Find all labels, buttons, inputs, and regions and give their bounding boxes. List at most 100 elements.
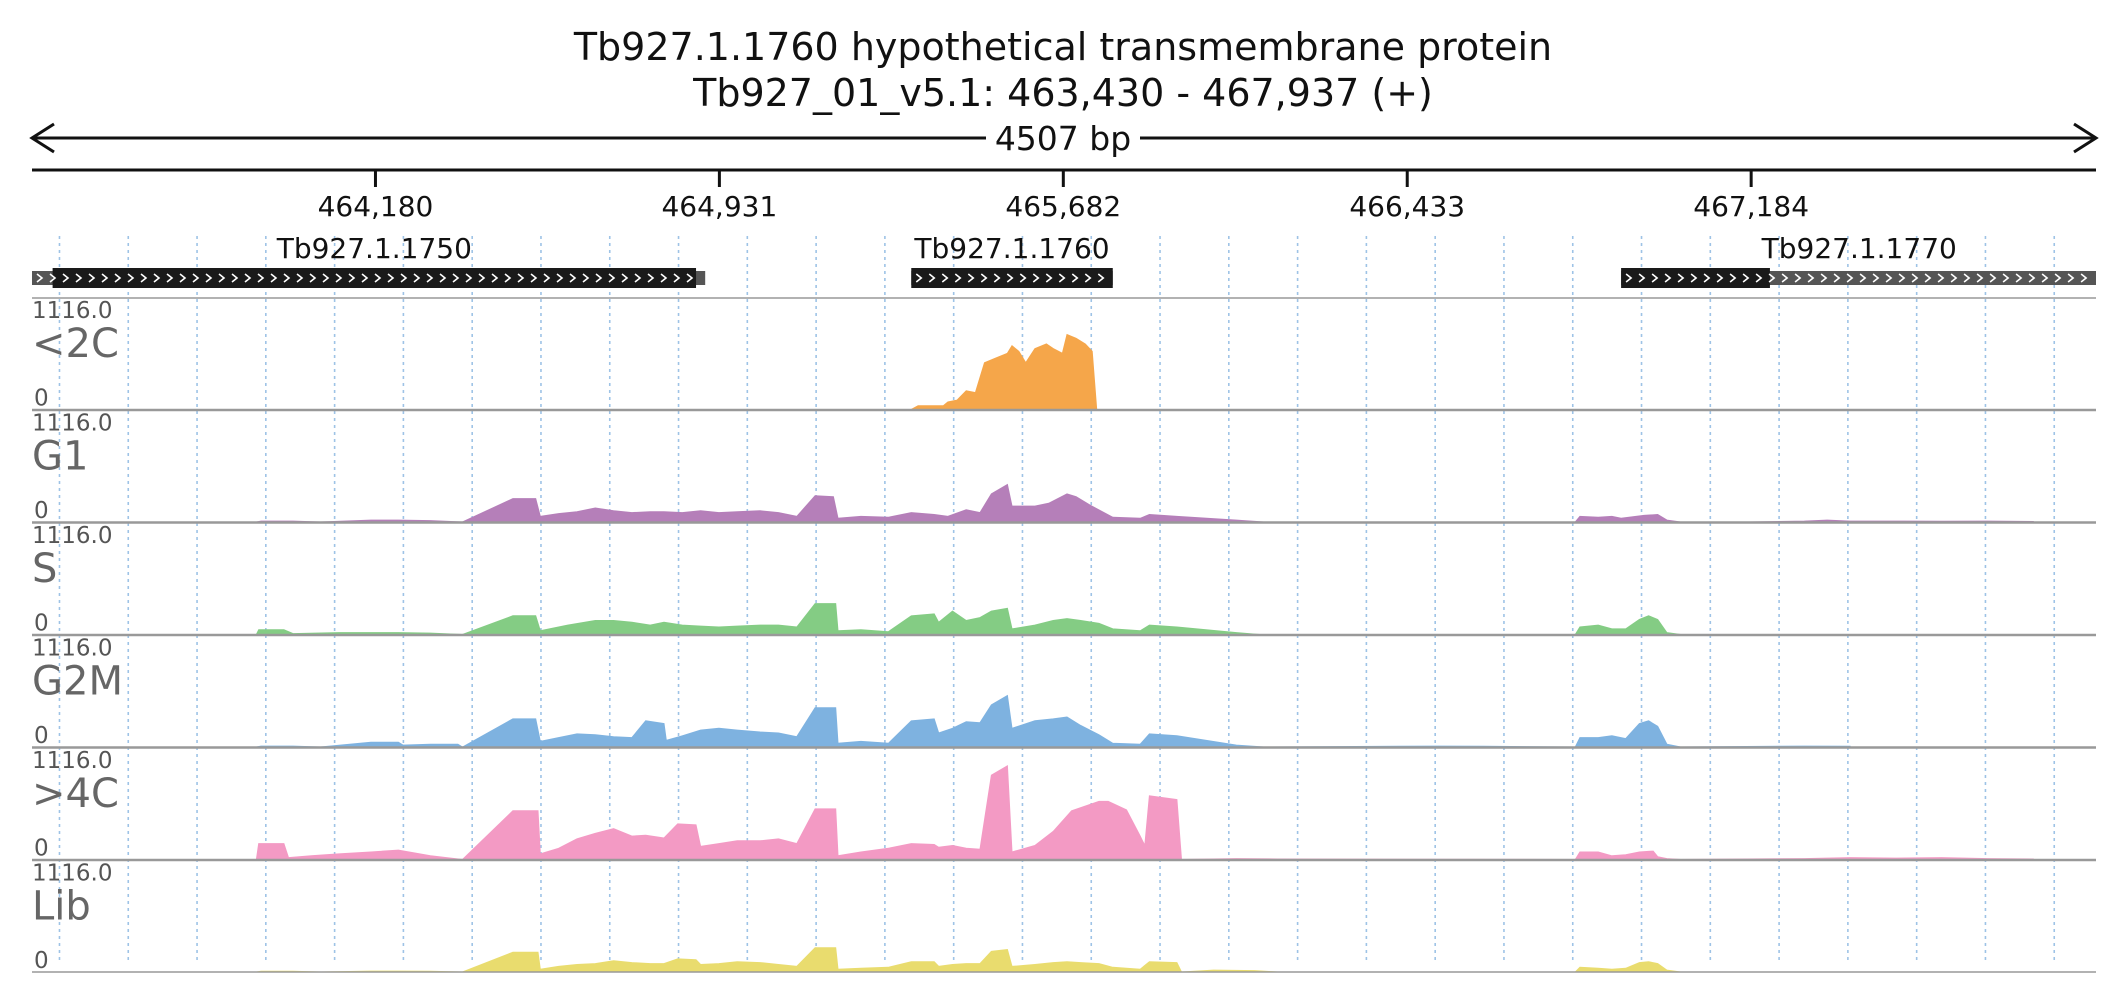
track-ymax-label: 1116.0 xyxy=(32,861,112,887)
tick-label: 465,682 xyxy=(1005,190,1121,223)
strand-arrow-icon xyxy=(1898,273,1906,283)
strand-arrow-icon xyxy=(1768,273,1776,283)
track-ymin-label: 0 xyxy=(34,498,49,524)
strand-arrow-icon xyxy=(1755,273,1763,283)
strand-arrow-icon xyxy=(218,273,226,283)
strand-arrow-icon xyxy=(954,273,962,283)
strand-arrow-icon xyxy=(374,273,382,283)
strand-arrow-icon xyxy=(504,273,512,283)
strand-arrow-icon xyxy=(1058,273,1066,283)
strand-arrow-icon xyxy=(647,273,655,283)
track-ymax-label: 1116.0 xyxy=(32,411,112,437)
track-ymax-label: 1116.0 xyxy=(32,636,112,662)
track-ymin-label: 0 xyxy=(34,836,49,862)
strand-arrow-icon xyxy=(1729,273,1737,283)
strand-arrow-icon xyxy=(660,273,668,283)
strand-arrow-icon xyxy=(1781,273,1789,283)
track-ymin-label: 0 xyxy=(34,948,49,974)
gene-model[interactable]: Tb927.1.1760 xyxy=(911,232,1113,288)
strand-arrow-icon xyxy=(1872,273,1880,283)
strand-arrow-icon xyxy=(1846,273,1854,283)
strand-arrow-icon xyxy=(967,273,975,283)
strand-arrow-icon xyxy=(1664,273,1672,283)
strand-arrow-icon xyxy=(634,273,642,283)
strand-arrow-icon xyxy=(140,273,148,283)
strand-arrow-icon xyxy=(335,273,343,283)
tick-label: 464,180 xyxy=(318,190,434,223)
track-ymax-label: 1116.0 xyxy=(32,748,112,774)
tick-label: 466,433 xyxy=(1349,190,1465,223)
strand-arrow-icon xyxy=(2041,273,2049,283)
coverage-track: 1116.0 0 <2C xyxy=(32,297,2096,412)
strand-arrow-icon xyxy=(244,273,252,283)
strand-arrow-icon xyxy=(1820,273,1828,283)
strand-arrow-icon xyxy=(1885,273,1893,283)
strand-arrow-icon xyxy=(465,273,473,283)
strand-arrow-icon xyxy=(478,273,486,283)
strand-arrow-icon xyxy=(941,273,949,283)
track-ymax-label: 1116.0 xyxy=(32,523,112,549)
strand-arrow-icon xyxy=(1045,273,1053,283)
track-name: G1 xyxy=(32,434,88,480)
gene-model[interactable]: Tb927.1.1770 xyxy=(1621,232,2096,288)
strand-arrow-icon xyxy=(101,273,109,283)
strand-arrow-icon xyxy=(1071,273,1079,283)
strand-arrow-icon xyxy=(1703,273,1711,283)
track-ymin-label: 0 xyxy=(34,611,49,637)
track-ymin-label: 0 xyxy=(34,386,49,412)
span-arrow: 4507 bp xyxy=(29,118,2099,158)
strand-arrow-icon xyxy=(491,273,499,283)
strand-arrow-icon xyxy=(2054,273,2062,283)
strand-arrow-icon xyxy=(530,273,538,283)
gene-models: Tb927.1.1750 Tb927.1.1760 Tb927.1.1770 xyxy=(32,232,2096,288)
strand-arrow-icon xyxy=(36,273,44,283)
strand-arrow-icon xyxy=(231,273,239,283)
strand-arrow-icon xyxy=(179,273,187,283)
coverage-track: 1116.0 0 >4C xyxy=(32,747,2096,862)
strand-arrow-icon xyxy=(915,273,923,283)
tick-label: 467,184 xyxy=(1693,190,1809,223)
strand-arrow-icon xyxy=(114,273,122,283)
coverage-area xyxy=(255,603,1759,636)
track-ymax-label: 1116.0 xyxy=(32,298,112,324)
strand-arrow-icon xyxy=(309,273,317,283)
coverage-tracks: 1116.00<2C1116.00G11116.00S1116.00G2M111… xyxy=(32,297,2096,974)
strand-arrow-icon xyxy=(75,273,83,283)
tick-label: 464,931 xyxy=(661,190,777,223)
strand-arrow-icon xyxy=(361,273,369,283)
coverage-track: 1116.0 0 G2M xyxy=(32,634,2096,749)
strand-arrow-icon xyxy=(1937,273,1945,283)
strand-arrow-icon xyxy=(1950,273,1958,283)
span-label-bg xyxy=(986,118,1140,158)
coverage-area xyxy=(256,483,2034,523)
strand-arrow-icon xyxy=(153,273,161,283)
strand-arrow-icon xyxy=(1742,273,1750,283)
strand-arrow-icon xyxy=(556,273,564,283)
strand-arrow-icon xyxy=(1924,273,1932,283)
gene-model[interactable]: Tb927.1.1750 xyxy=(32,232,706,288)
strand-arrow-icon xyxy=(2028,273,2036,283)
axis-ticks: 464,180 464,931 465,682 466,433 467,184 xyxy=(318,170,1809,223)
strand-arrow-icon xyxy=(1807,273,1815,283)
strand-arrow-icon xyxy=(608,273,616,283)
strand-arrow-icon xyxy=(1833,273,1841,283)
track-name: <2C xyxy=(32,321,119,367)
track-name: S xyxy=(32,546,57,592)
strand-arrow-icon xyxy=(205,273,213,283)
coverage-area xyxy=(256,947,1681,973)
strand-arrow-icon xyxy=(2015,273,2023,283)
vertical-grid xyxy=(58,236,2056,964)
gene-label: Tb927.1.1770 xyxy=(1761,232,1957,265)
strand-arrow-icon xyxy=(426,273,434,283)
track-ymin-label: 0 xyxy=(34,723,49,749)
strand-arrow-icon xyxy=(980,273,988,283)
strand-arrow-icon xyxy=(2002,273,2010,283)
track-name: G2M xyxy=(32,659,123,705)
strand-arrow-icon xyxy=(621,273,629,283)
coverage-track: 1116.0 0 S xyxy=(32,522,2096,637)
strand-arrow-icon xyxy=(49,273,57,283)
strand-arrow-icon xyxy=(296,273,304,283)
strand-arrow-icon xyxy=(1625,273,1633,283)
span-label: 4507 bp xyxy=(995,119,1131,158)
coverage-track: 1116.0 0 G1 xyxy=(32,409,2096,524)
